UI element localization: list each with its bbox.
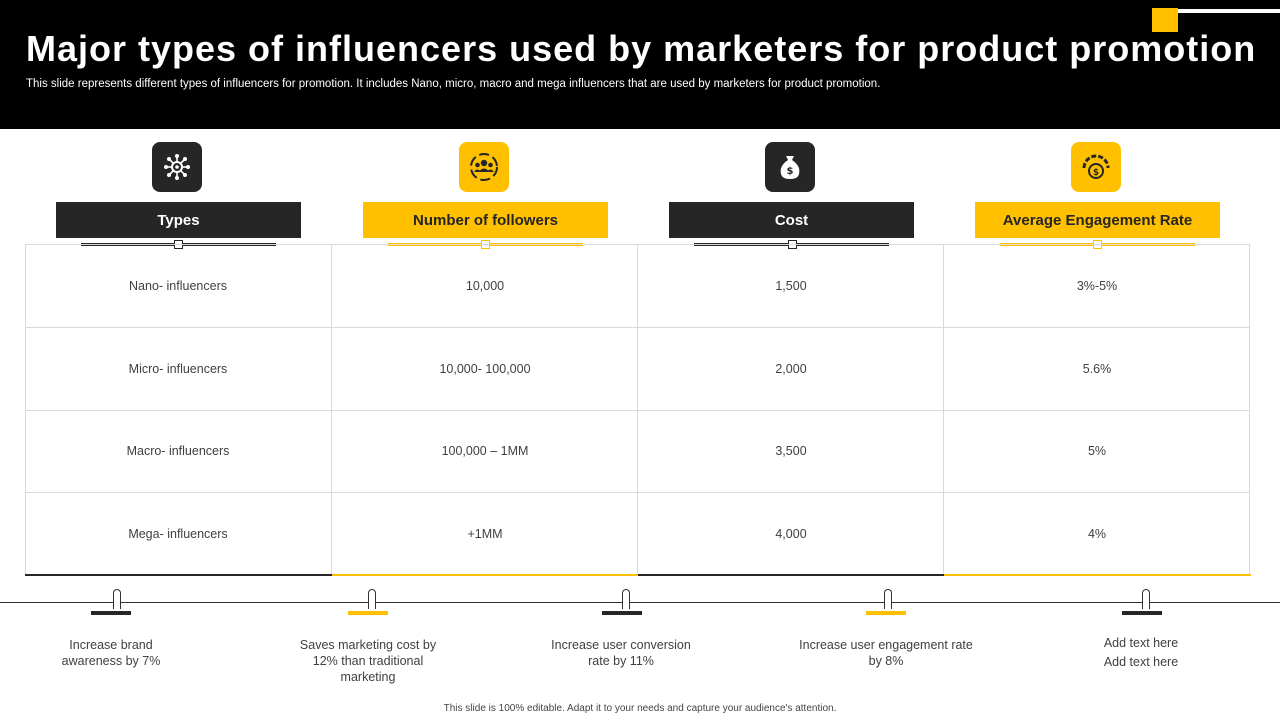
table-cell: 5.6% — [1082, 362, 1112, 376]
header-banner: Major types of influencers used by marke… — [0, 0, 1280, 129]
timeline-pin-base — [602, 611, 642, 615]
column-header-followers: Number of followers — [363, 202, 608, 238]
table-cell: 4% — [1087, 527, 1107, 541]
table-bottom-line — [25, 574, 332, 576]
table-divider — [637, 244, 638, 575]
table-cell: 1,500 — [775, 279, 807, 293]
corner-accent-square — [1152, 8, 1178, 32]
table-cell: Nano- influencers — [129, 279, 227, 293]
table-divider — [25, 410, 1250, 411]
corner-accent-line — [1178, 9, 1280, 13]
page-subtitle: This slide represents different types of… — [26, 78, 881, 90]
network-icon — [152, 142, 202, 192]
timeline-pin — [1142, 589, 1150, 609]
column-header-types: Types — [56, 202, 301, 238]
timeline-note: Add text here Add text here — [1103, 636, 1179, 669]
table-cell: 4,000 — [775, 527, 807, 541]
timeline-note: Saves marketing cost by 12% than traditi… — [299, 638, 437, 684]
table-divider — [25, 327, 1250, 328]
footer-note: This slide is 100% editable. Adapt it to… — [443, 703, 837, 714]
column-header-cost: Cost — [669, 202, 914, 238]
timeline-note: Increase brand awareness by 7% — [61, 638, 161, 668]
timeline-pin — [884, 589, 892, 609]
table-cell: +1MM — [467, 527, 503, 541]
table-cell: 3%-5% — [1076, 279, 1118, 293]
followers-icon — [459, 142, 509, 192]
table-cell: 10,000 — [465, 279, 505, 293]
table-bottom-line — [638, 574, 945, 576]
timeline-pin-base — [91, 611, 131, 615]
table-divider — [25, 492, 1250, 493]
table-cell: Macro- influencers — [126, 444, 230, 458]
table-bottom-line — [332, 574, 639, 576]
svg-text:$: $ — [1093, 168, 1099, 178]
table-cell: 10,000- 100,000 — [439, 362, 531, 376]
timeline-pin-base — [1122, 611, 1162, 615]
gauge-dollar-icon: $ — [1071, 142, 1121, 192]
table-cell: 100,000 – 1MM — [441, 444, 529, 458]
timeline-note: Increase user conversion rate by 11% — [551, 638, 691, 668]
column-header-engagement: Average Engagement Rate — [975, 202, 1220, 238]
table-cell: Mega- influencers — [128, 527, 228, 541]
timeline-pin-base — [866, 611, 906, 615]
table-cell: Micro- influencers — [128, 362, 228, 376]
page-title: Major types of influencers used by marke… — [26, 28, 1257, 69]
timeline-note: Increase user engagement rate by 8% — [799, 638, 973, 668]
table-bottom-line — [944, 574, 1251, 576]
timeline-pin-base — [348, 611, 388, 615]
timeline-pin — [368, 589, 376, 609]
table-divider — [331, 244, 332, 575]
svg-text:$: $ — [787, 166, 794, 177]
table-divider — [943, 244, 944, 575]
timeline-pin — [622, 589, 630, 609]
money-bag-icon: $ — [765, 142, 815, 192]
table-cell: 3,500 — [775, 444, 807, 458]
table-cell: 5% — [1087, 444, 1107, 458]
table-cell: 2,000 — [775, 362, 807, 376]
timeline-pin — [113, 589, 121, 609]
timeline-line — [0, 602, 1280, 603]
